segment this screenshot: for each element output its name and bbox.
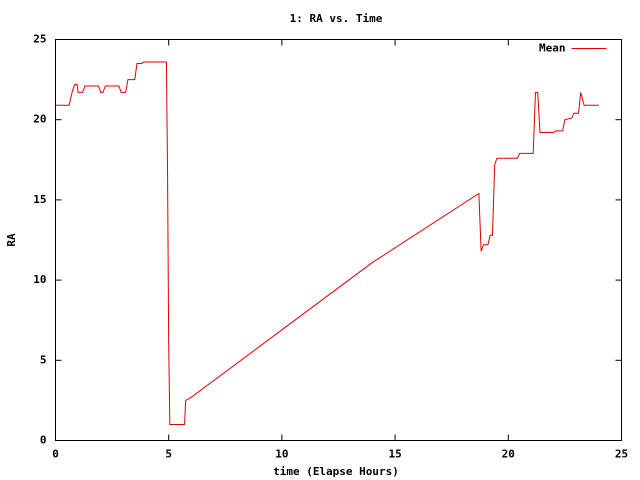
x-tick-label: 10 [275,448,288,461]
y-tick-label: 20 [33,113,46,126]
plot-frame [55,39,622,441]
legend-label: Mean [539,42,566,55]
y-tick-label: 10 [33,273,46,286]
chart-title: 1: RA vs. Time [290,12,383,25]
x-tick-label: 5 [165,448,172,461]
x-tick-label: 0 [52,448,59,461]
y-tick-label: 25 [33,33,46,46]
y-tick-label: 5 [40,353,47,366]
y-axis-label: RA [5,233,18,247]
x-tick-label: 20 [502,448,515,461]
y-tick-label: 15 [33,193,46,206]
data-line [55,61,599,425]
x-axis-label: time (Elapse Hours) [273,465,399,478]
x-tick-label: 25 [615,448,628,461]
y-tick-label: 0 [40,434,47,447]
x-tick-label: 15 [388,448,401,461]
